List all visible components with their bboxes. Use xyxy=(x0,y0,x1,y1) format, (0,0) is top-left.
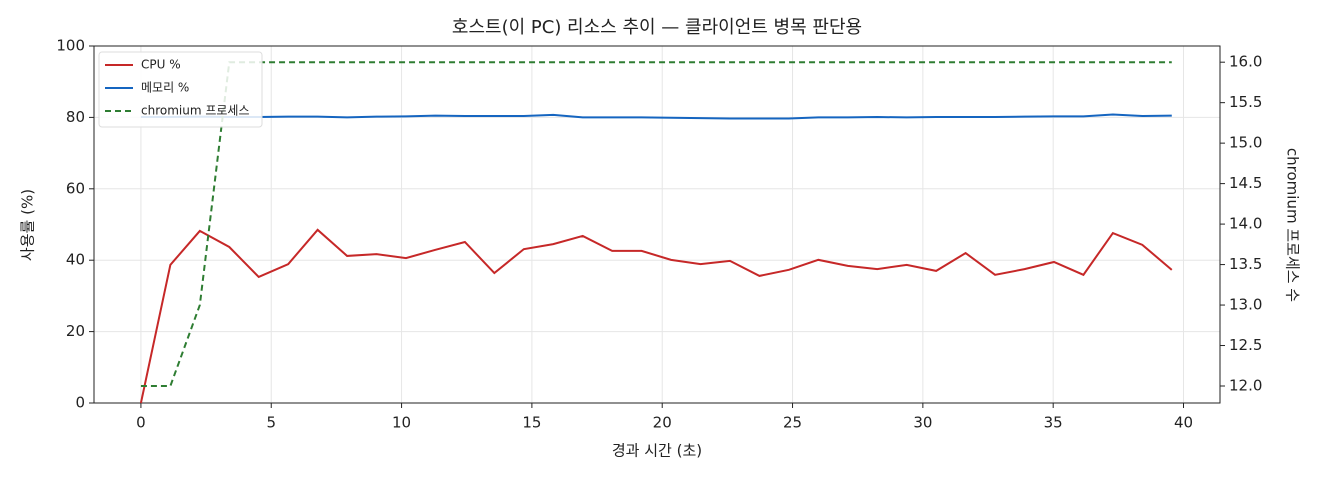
x-tick-label: 20 xyxy=(653,414,672,432)
x-tick-label: 0 xyxy=(136,414,146,432)
legend-box xyxy=(98,51,263,128)
x-tick-label: 25 xyxy=(783,414,802,432)
chart-title: 호스트(이 PC) 리소스 추이 — 클라이언트 병목 판단용 xyxy=(452,17,862,38)
y2-tick-label: 14.0 xyxy=(1229,215,1262,233)
y2-tick-label: 15.0 xyxy=(1229,134,1262,152)
y-tick-label: 40 xyxy=(66,251,85,269)
y-tick-label: 0 xyxy=(75,394,85,412)
x-tick-label: 40 xyxy=(1174,414,1193,432)
x-tick-label: 30 xyxy=(913,414,932,432)
legend-label: chromium 프로세스 xyxy=(141,104,250,118)
y-tick-label: 100 xyxy=(56,37,85,55)
y-axis-label: 사용률 (%) xyxy=(19,189,37,261)
y2-tick-label: 15.5 xyxy=(1229,93,1262,111)
x-tick-label: 5 xyxy=(266,414,276,432)
y2-tick-label: 16.0 xyxy=(1229,53,1262,71)
x-tick-label: 35 xyxy=(1044,414,1063,432)
series-line xyxy=(139,228,1173,404)
x-axis-label: 경과 시간 (초) xyxy=(612,442,702,460)
y2-tick-label: 12.0 xyxy=(1229,377,1262,395)
plot-frame xyxy=(93,45,1221,404)
series-line xyxy=(140,61,1172,387)
y-tick-label: 80 xyxy=(66,108,85,126)
x-tick-label: 15 xyxy=(522,414,541,432)
legend-label: CPU % xyxy=(141,58,181,72)
x-tick-label: 10 xyxy=(392,414,411,432)
series-line xyxy=(140,113,1172,120)
y-tick-label: 60 xyxy=(66,179,85,197)
y-tick-label: 20 xyxy=(66,322,85,340)
y2-axis-label: chromium 프로세스 수 xyxy=(1284,148,1302,302)
y2-tick-label: 12.5 xyxy=(1229,336,1262,354)
y2-tick-label: 13.0 xyxy=(1229,296,1262,314)
y2-tick-label: 14.5 xyxy=(1229,174,1262,192)
legend-label: 메모리 % xyxy=(141,81,189,95)
y2-tick-label: 13.5 xyxy=(1229,255,1262,273)
